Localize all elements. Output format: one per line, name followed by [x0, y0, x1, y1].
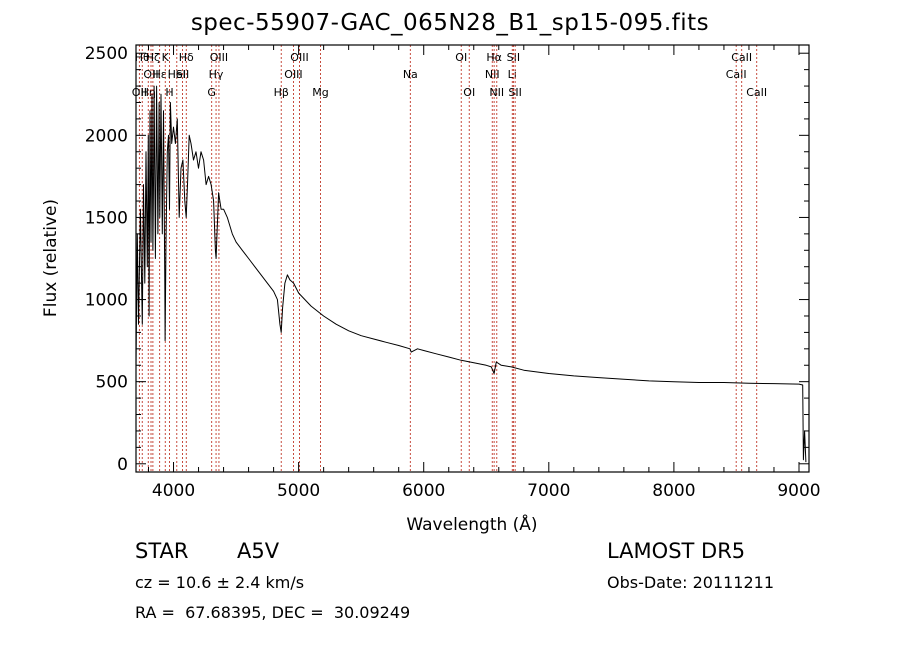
line-marker-label: SII: [176, 68, 189, 81]
line-marker-label: OIII: [290, 51, 308, 64]
line-marker-label: CaII: [726, 68, 747, 81]
x-tick-label: 4000: [152, 481, 195, 501]
axis-ticks: 4000 5000 6000 7000 8000 9000 0 500 1000 1500 2000…: [85, 44, 821, 501]
coordinates: RA = 67.68395, DEC = 30.09249: [135, 603, 411, 622]
observation-date: Obs-Date: 20111211: [607, 573, 775, 592]
y-axis-label: Flux (relative): [41, 199, 61, 317]
line-marker-label: Hζ: [146, 51, 160, 64]
y-tick-label: 1500: [85, 208, 128, 228]
line-marker-label: CaII: [731, 51, 752, 64]
chart-title: spec-55907-GAC_065N28_B1_sp15-095.fits: [190, 10, 710, 36]
y-tick-label: 1000: [85, 291, 128, 311]
line-marker-label: G: [207, 86, 216, 99]
line-marker-label: SII: [508, 86, 521, 99]
survey-name: LAMOST DR5: [607, 539, 746, 563]
object-subclass: A5V: [237, 539, 280, 563]
line-marker-label: OII: [143, 68, 158, 81]
y-tick-label: 2500: [85, 44, 128, 64]
x-tick-label: 8000: [652, 481, 695, 501]
object-type: STAR: [135, 539, 189, 563]
line-marker-label: H: [165, 86, 173, 99]
line-marker-label: NII: [489, 86, 504, 99]
x-tick-label: 5000: [277, 481, 320, 501]
redshift-velocity: cz = 10.6 ± 2.4 km/s: [135, 573, 305, 592]
y-tick-label: 2000: [85, 126, 128, 146]
x-tick-label: 9000: [777, 481, 820, 501]
line-marker-label: Mg: [312, 86, 328, 99]
line-marker-label: K: [162, 51, 170, 64]
x-tick-label: 7000: [527, 481, 570, 501]
line-marker-label: Hθ: [135, 51, 150, 64]
spectrum-line: [135, 85, 807, 463]
line-marker-label: Na: [403, 68, 418, 81]
line-marker-label: NII: [485, 68, 500, 81]
y-tick-label: 500: [96, 373, 128, 393]
line-marker-label: OIII: [210, 51, 228, 64]
line-marker-label: Hα: [486, 51, 502, 64]
line-marker-label: Hγ: [209, 68, 224, 81]
line-marker-label: Hβ: [274, 86, 289, 99]
line-marker-label: OI: [455, 51, 467, 64]
line-marker-label: HeI: [168, 68, 186, 81]
y-tick-label: 0: [117, 455, 128, 475]
spectrum-series: [135, 85, 807, 463]
x-axis-label: Wavelength (Å): [406, 513, 537, 535]
line-marker-label: CaII: [746, 86, 767, 99]
line-marker-label: SII: [507, 51, 520, 64]
line-marker-label: Hε: [153, 68, 167, 81]
line-marker-label: Hδ: [179, 51, 194, 64]
line-marker-label: OIII: [284, 68, 302, 81]
plot-frame: [135, 44, 810, 473]
line-marker-label: Li: [508, 68, 517, 81]
line-markers: OIIHθHηOIIHζHεKHHeISIIHδGHγOIIIHβOIIIOII…: [132, 45, 767, 472]
line-marker-label: OI: [463, 86, 475, 99]
x-tick-label: 6000: [402, 481, 445, 501]
